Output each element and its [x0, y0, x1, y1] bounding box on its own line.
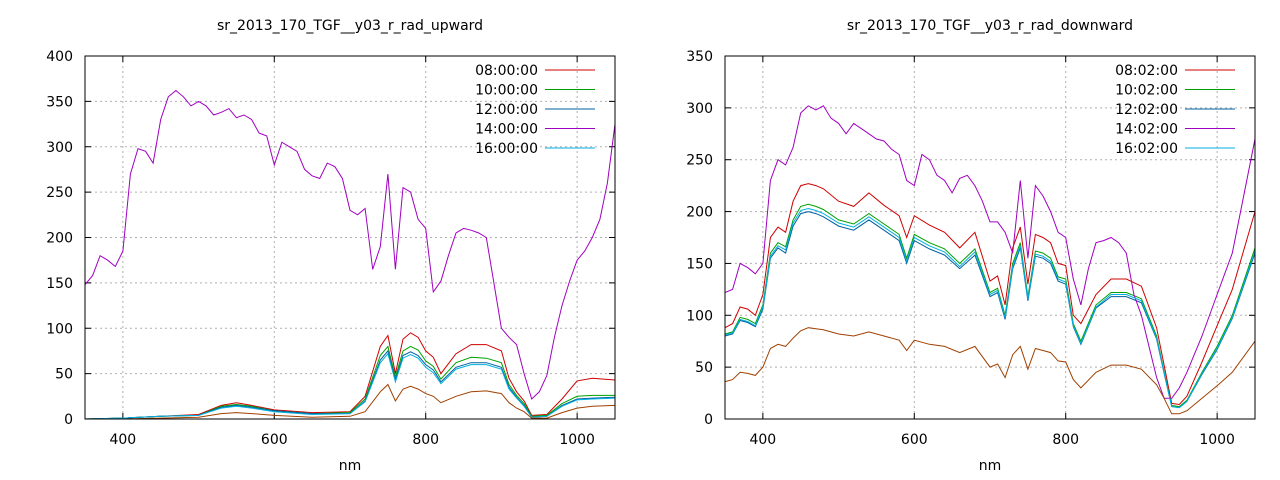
down-ytick-label-2: 100 — [686, 308, 713, 324]
down-ytick-label-6: 300 — [686, 101, 713, 117]
up-ytick-label-7: 350 — [46, 94, 73, 110]
down-series-line-4 — [725, 207, 1255, 409]
up-series-line-1 — [85, 345, 615, 419]
up-legend-label-3: 14:00:00 — [475, 122, 538, 138]
down-legend-label-2: 12:02:00 — [1115, 102, 1178, 118]
up-xtick-label-2: 800 — [412, 432, 439, 448]
chart-upward: 400 600 800 1000 0 50 100 150 200 250 300 350 400 sr_… — [46, 18, 616, 474]
down-legend-label-1: 10:02:00 — [1115, 83, 1178, 99]
up-series-line-3 — [85, 89, 615, 400]
up-xtick-label-0: 400 — [109, 432, 136, 448]
up-ytick-label-1: 50 — [55, 367, 73, 383]
up-legend-label-0: 08:00:00 — [475, 63, 538, 79]
up-ytick-label-0: 0 — [64, 412, 73, 428]
up-ytick-label-6: 300 — [46, 140, 73, 156]
down-legend-label-4: 16:02:00 — [1115, 141, 1178, 157]
up-ytick-label-4: 200 — [46, 231, 73, 247]
up-chart-title: sr_2013_170_TGF__y03_r_rad_upward — [217, 18, 483, 34]
down-series-line-3 — [725, 105, 1255, 399]
up-ytick-label-3: 150 — [46, 276, 73, 292]
down-ytick-label-1: 50 — [695, 360, 713, 376]
down-x-axis-label: nm — [979, 458, 1002, 474]
up-series-line-0 — [85, 332, 615, 419]
down-ytick-label-3: 150 — [686, 256, 713, 272]
down-xtick-label-0: 400 — [749, 432, 776, 448]
up-ytick-label-2: 100 — [46, 321, 73, 337]
up-x-axis-label: nm — [339, 458, 362, 474]
down-ytick-label-7: 350 — [686, 49, 713, 65]
chart-downward-svg: 400 600 800 1000 0 50 100 150 200 250 300 350 sr_201… — [686, 18, 1256, 474]
down-chart-title: sr_2013_170_TGF__y03_r_rad_downward — [847, 18, 1133, 34]
down-series-line-5 — [725, 327, 1255, 415]
up-legend-label-1: 10:00:00 — [475, 83, 538, 99]
down-ytick-label-5: 250 — [686, 153, 713, 169]
up-series-line-5 — [85, 383, 615, 419]
down-xtick-label-1: 600 — [901, 432, 928, 448]
up-ytick-label-8: 400 — [46, 49, 73, 65]
up-legend-label-4: 16:00:00 — [475, 141, 538, 157]
down-series-line-1 — [725, 203, 1255, 408]
up-xtick-label-1: 600 — [261, 432, 288, 448]
chart-downward: 400 600 800 1000 0 50 100 150 200 250 300 350 sr_201… — [640, 0, 1280, 480]
down-legend-label-3: 14:02:00 — [1115, 122, 1178, 138]
up-series-line-4 — [85, 352, 615, 419]
down-xtick-label-2: 800 — [1052, 432, 1079, 448]
down-ytick-label-0: 0 — [704, 412, 713, 428]
up-xtick-label-3: 1000 — [559, 432, 595, 448]
down-series-line-2 — [725, 211, 1255, 409]
down-ytick-label-4: 200 — [686, 205, 713, 221]
down-plot-frame — [724, 55, 1256, 420]
down-legend-label-0: 08:02:00 — [1115, 63, 1178, 79]
up-ytick-label-5: 250 — [46, 185, 73, 201]
chart-upward-svg: 400 600 800 1000 0 50 100 150 200 250 300 350 400 sr_… — [46, 18, 616, 474]
up-series-line-2 — [85, 349, 615, 419]
up-legend-label-2: 12:00:00 — [475, 102, 538, 118]
down-xtick-label-3: 1000 — [1199, 432, 1235, 448]
up-plot-frame — [84, 55, 616, 420]
down-series-line-0 — [725, 183, 1255, 406]
